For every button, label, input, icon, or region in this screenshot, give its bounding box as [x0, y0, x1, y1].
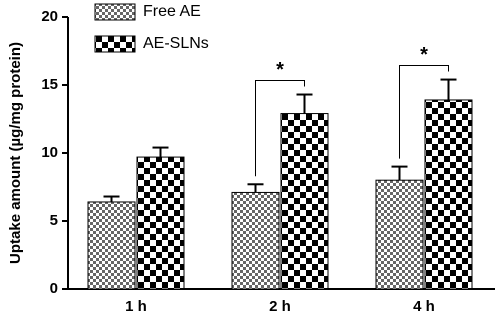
significance-bracket [399, 65, 449, 159]
annotation: * [276, 59, 284, 81]
legend-swatch [94, 3, 136, 21]
y-axis-label: Uptake amount (µg/mg protein) [7, 42, 24, 264]
legend-swatch [94, 35, 136, 53]
bar [87, 201, 136, 290]
legend-label: AE-SLNs [143, 35, 209, 52]
bar [280, 113, 329, 290]
y-tick-label: 5 [50, 212, 58, 229]
x-tick-label: 1 h [125, 298, 147, 315]
bar [424, 99, 473, 290]
y-tick-label: 0 [50, 280, 58, 297]
y-tick-label: 20 [41, 8, 58, 25]
bar [375, 179, 424, 290]
significance-bracket [255, 80, 305, 177]
bar [136, 156, 185, 290]
x-tick-label: 4 h [413, 298, 435, 315]
legend-label: Free AE [143, 3, 201, 20]
x-tick-label: 2 h [269, 298, 291, 315]
annotation: * [420, 44, 428, 66]
y-tick-label: 15 [41, 76, 58, 93]
bar [231, 191, 280, 290]
y-tick-label: 10 [41, 144, 58, 161]
